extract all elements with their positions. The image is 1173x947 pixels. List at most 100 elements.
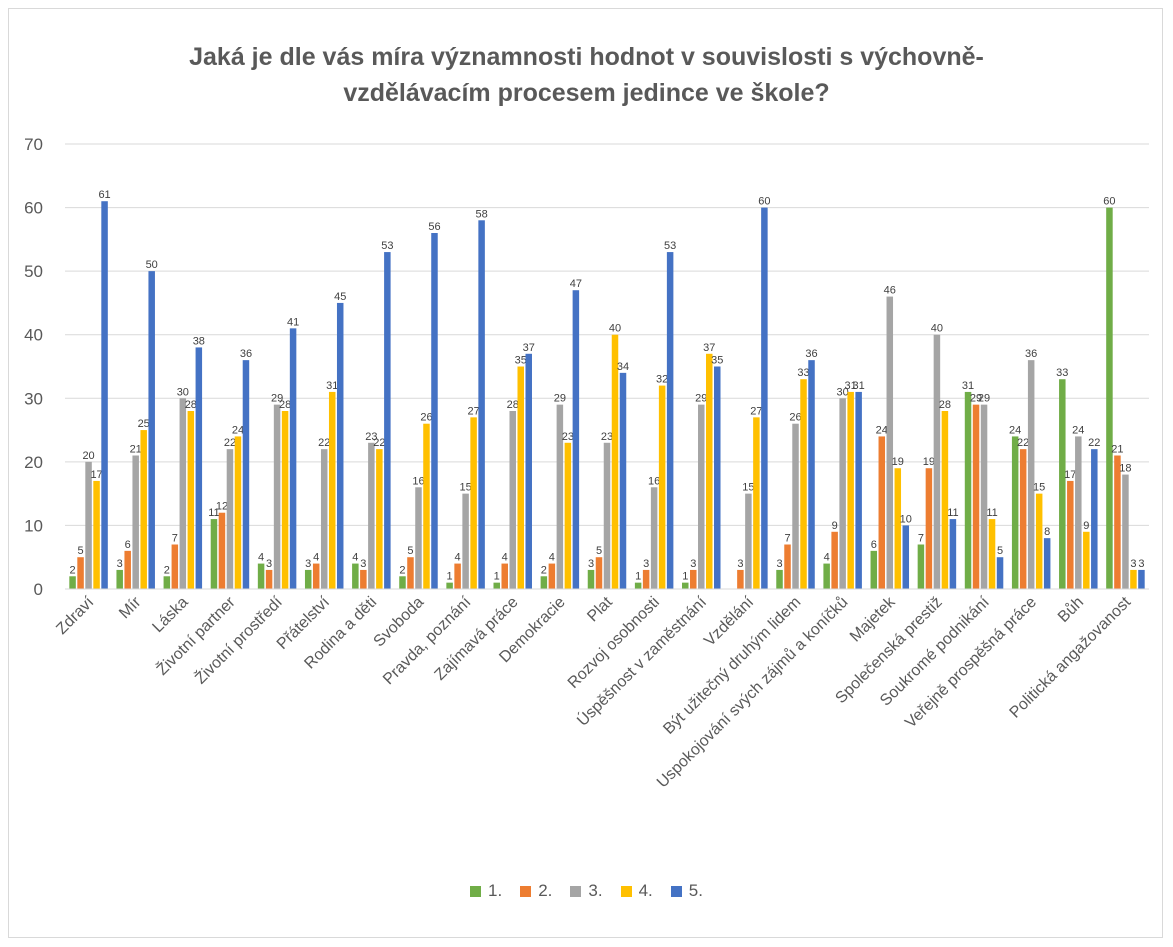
data-label: 30 <box>837 386 849 398</box>
data-label: 26 <box>420 412 432 424</box>
x-tick-label: Životní prostředí <box>191 592 287 688</box>
chart-plot: 01020304050607025201761Zdraví36212550Mír… <box>24 135 1149 791</box>
legend-label: 3. <box>588 881 603 900</box>
x-tick-label: Plat <box>584 593 616 625</box>
bar <box>792 423 799 589</box>
data-label: 36 <box>805 348 817 360</box>
legend-swatch <box>520 885 532 897</box>
bar <box>847 391 854 589</box>
data-label: 27 <box>467 405 479 417</box>
bar <box>218 512 226 589</box>
bar <box>980 404 988 589</box>
bar <box>101 201 108 589</box>
data-label: 29 <box>271 393 283 405</box>
bar <box>187 411 195 589</box>
bar <box>714 366 721 589</box>
data-label: 23 <box>562 431 574 443</box>
data-label: 35 <box>711 355 723 367</box>
data-label: 58 <box>475 208 487 220</box>
bar <box>572 290 580 589</box>
data-label: 4 <box>258 552 264 564</box>
bar <box>368 442 375 589</box>
chart-title: Jaká je dle vás míra významnosti hodnot … <box>189 43 984 107</box>
x-tick-label: Pravda, poznání <box>380 593 475 688</box>
bar <box>85 461 92 589</box>
data-label: 31 <box>845 380 857 392</box>
bar <box>517 366 524 589</box>
bar <box>1083 531 1090 589</box>
data-label: 33 <box>797 367 809 379</box>
x-tick-label: Zdraví <box>53 593 97 637</box>
bar <box>753 417 760 589</box>
legend-label: 4. <box>638 881 653 900</box>
bar <box>257 563 265 589</box>
data-label: 7 <box>784 533 790 545</box>
data-label: 9 <box>1083 520 1089 532</box>
y-tick-label: 10 <box>24 516 43 535</box>
data-label: 3 <box>266 558 272 570</box>
bar <box>745 493 752 589</box>
data-label: 24 <box>876 424 888 436</box>
bar <box>478 220 485 590</box>
bar <box>415 487 422 589</box>
bar <box>163 576 171 589</box>
data-label: 24 <box>1009 424 1021 436</box>
data-label: 29 <box>970 393 982 405</box>
bar <box>540 576 548 589</box>
legend-label: 1. <box>488 881 503 900</box>
bar <box>336 302 344 589</box>
y-tick-label: 20 <box>24 453 43 472</box>
bar <box>619 372 627 589</box>
bar <box>304 569 312 589</box>
x-tick-label: Mír <box>116 593 145 622</box>
data-label: 35 <box>515 355 527 367</box>
bar <box>1091 449 1098 589</box>
data-label: 15 <box>1033 482 1045 494</box>
data-label: 37 <box>703 342 715 354</box>
y-tick-label: 70 <box>24 135 43 154</box>
legend-item: 5. <box>670 881 703 901</box>
data-label: 27 <box>750 405 762 417</box>
data-label: 2 <box>70 564 76 576</box>
data-label: 46 <box>884 285 896 297</box>
x-tick-label: Zajímavá práce <box>432 594 522 684</box>
data-label: 4 <box>502 552 508 564</box>
data-label: 22 <box>373 437 385 449</box>
data-label: 2 <box>541 564 547 576</box>
chart-legend: 1. 2. 3. 4. 5. <box>9 881 1164 901</box>
bar <box>682 582 689 589</box>
data-label: 4 <box>549 552 555 564</box>
bar <box>93 480 100 589</box>
bar <box>242 360 250 589</box>
data-label: 1 <box>447 571 453 583</box>
data-label: 23 <box>601 431 613 443</box>
legend-label: 2. <box>538 881 553 900</box>
bar <box>839 398 846 589</box>
data-label: 28 <box>279 399 291 411</box>
data-label: 1 <box>682 571 688 583</box>
bar <box>642 569 650 589</box>
legend-swatch <box>670 885 682 897</box>
legend-swatch <box>470 885 482 897</box>
bar <box>462 493 469 589</box>
data-label: 5 <box>407 545 413 557</box>
data-label: 53 <box>381 240 393 252</box>
data-label: 31 <box>962 380 974 392</box>
bar <box>611 334 619 589</box>
x-tick-label: Bůh <box>1054 593 1087 626</box>
bar <box>634 582 642 589</box>
bar <box>1138 569 1145 589</box>
y-tick-label: 30 <box>24 389 43 408</box>
bar <box>77 557 84 589</box>
bar <box>917 544 925 589</box>
data-label: 4 <box>313 552 319 564</box>
data-label: 31 <box>853 380 865 392</box>
bar <box>855 391 862 589</box>
x-tick-label: Životní partner <box>152 592 239 679</box>
data-label: 23 <box>365 431 377 443</box>
bar <box>1106 207 1113 590</box>
bar <box>666 252 674 590</box>
bar <box>399 576 406 589</box>
data-label: 17 <box>1064 469 1076 481</box>
data-label: 15 <box>459 482 471 494</box>
